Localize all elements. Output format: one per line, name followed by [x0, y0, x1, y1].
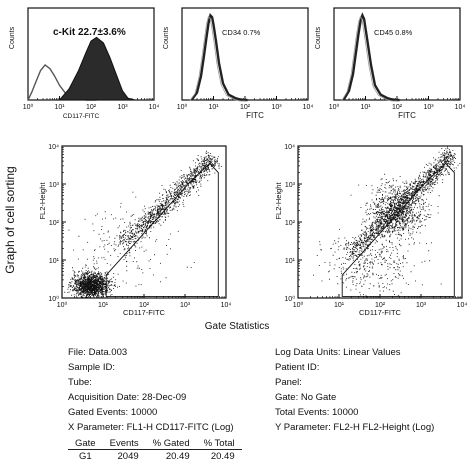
y-tick-label: 10⁴ — [284, 144, 295, 151]
gate-table-cell: 20.49 — [165, 451, 190, 462]
histogram-series-line — [342, 12, 400, 102]
stats-file: File: Data.003 — [68, 347, 128, 358]
y-tick-label: 10² — [49, 220, 60, 227]
x-tick-label: 10⁴ — [303, 104, 314, 111]
histogram-overlay-line — [189, 15, 246, 102]
gate-region — [341, 162, 455, 297]
x-tick-label: 10² — [392, 104, 403, 111]
gate-stats-title: Gate Statistics — [204, 321, 270, 332]
table-row: G1 2049 20.49 20.49 — [68, 450, 242, 464]
x-tick-label: 10⁴ — [455, 104, 466, 111]
x-axis-label: CD117-FITC — [359, 308, 402, 317]
y-axis-label: Counts — [9, 26, 16, 49]
x-tick-label: 10³ — [423, 104, 434, 111]
x-tick-label: 10³ — [180, 302, 191, 309]
gate-label: R1 — [156, 208, 167, 217]
x-tick-label: 10¹ — [208, 104, 219, 111]
x-tick-label: 10⁰ — [23, 103, 34, 111]
gate-table-cell: G1 — [78, 451, 92, 462]
figure-label: Graph of cell sorting — [3, 166, 17, 273]
x-tick-label: 10¹ — [98, 302, 109, 309]
stats-tube: Tube: — [68, 377, 92, 388]
x-tick-label: 10⁴ — [221, 302, 232, 309]
histogram-filled-series — [58, 36, 136, 101]
y-axis-label: Counts — [315, 26, 322, 49]
gate-table-header: Events — [102, 438, 146, 450]
stats-y-parameter: Y Parameter: FL2-H FL2-Height (Log) — [275, 422, 435, 433]
gate-table-cell: 2049 — [117, 451, 139, 462]
x-tick-label: 10¹ — [334, 302, 345, 309]
y-tick-label: 10¹ — [49, 258, 60, 265]
x-tick-label: 10² — [240, 104, 251, 111]
y-tick-label: 10³ — [49, 182, 60, 189]
x-tick-label: 10⁰ — [293, 301, 304, 309]
plot-frame — [181, 7, 309, 101]
x-tick-label: 10⁰ — [177, 103, 188, 111]
histogram-title: c-Kit 22.7±3.6% — [53, 27, 126, 38]
y-axis-label: Counts — [163, 26, 170, 49]
gate-region — [105, 162, 219, 297]
stats-panel: Panel: — [275, 377, 302, 388]
x-axis-label: CD117-FITC — [63, 113, 100, 120]
gate-table-cell: 20.49 — [210, 451, 235, 462]
stats-gated-events: Gated Events: 10000 — [68, 407, 158, 418]
x-tick-label: 10⁴ — [457, 302, 468, 309]
x-tick-label: 10³ — [416, 302, 427, 309]
gate-table-header: Gate — [68, 438, 103, 450]
x-axis-label: FITC — [246, 111, 264, 120]
y-axis-label: FL2-Height — [274, 182, 283, 220]
y-tick-label: 10³ — [285, 182, 296, 189]
x-axis-label: CD117-FITC — [123, 308, 166, 317]
stats-acquisition-date: Acquisition Date: 28-Dec-09 — [68, 392, 187, 403]
x-tick-label: 10² — [375, 302, 386, 309]
gate-table: Gate Events % Gated % Total G1 2049 20.4… — [68, 438, 242, 463]
stats-log-units: Log Data Units: Linear Values — [275, 347, 401, 358]
stats-sample-id: Sample ID: — [68, 362, 115, 373]
y-axis-label: FL2-Height — [38, 182, 47, 220]
histogram-overlay-line — [341, 15, 398, 102]
x-tick-label: 10⁴ — [149, 104, 160, 111]
x-tick-label: 10³ — [271, 104, 282, 111]
gate-table-header: % Total — [196, 438, 242, 450]
x-tick-label: 10⁰ — [329, 103, 340, 111]
y-tick-label: 10¹ — [285, 258, 296, 265]
x-tick-label: 10² — [86, 104, 97, 111]
plot-frame — [333, 7, 461, 101]
gate-stats-right: Log Data Units: Linear Values Patient ID… — [275, 345, 434, 435]
scatter-points — [313, 146, 461, 299]
y-tick-label: 10² — [285, 220, 296, 227]
x-tick-label: 10¹ — [360, 104, 371, 111]
histogram-panel: 10⁰ 10¹ 10² 10³ 10⁴ CD34 0.7% FITC Counts — [163, 7, 314, 120]
histogram-title: CD34 0.7% — [222, 28, 261, 37]
y-tick-label: 10⁰ — [48, 295, 59, 303]
stats-total-events: Total Events: 10000 — [275, 407, 359, 418]
histogram-title: CD45 0.8% — [374, 28, 413, 37]
stats-patient-id: Patient ID: — [275, 362, 320, 373]
x-tick-label: 10¹ — [54, 104, 65, 111]
stats-gate: Gate: No Gate — [275, 392, 337, 403]
histogram-series-line — [190, 12, 248, 102]
gate-stats-left: File: Data.003 Sample ID: Tube: Acquisit… — [68, 345, 234, 435]
x-axis-label: FITC — [398, 111, 416, 120]
stats-x-parameter: X Parameter: FL1-H CD117-FITC (Log) — [68, 422, 234, 433]
x-tick-label: 10³ — [117, 104, 128, 111]
y-tick-label: 10⁴ — [48, 144, 59, 151]
y-tick-label: 10⁰ — [284, 295, 295, 303]
x-tick-label: 10² — [139, 302, 150, 309]
histogram-panel: 10⁰ 10¹ 10² 10³ 10⁴ c-Kit 22.7±3.6% CD117-FITC… — [9, 7, 160, 120]
gate-table-header: % Gated — [145, 438, 197, 450]
scatter-points — [62, 150, 223, 299]
histogram-panel: 10⁰ 10¹ 10² 10³ 10⁴ CD45 0.8% FITC Counts — [315, 7, 466, 120]
x-tick-label: 10⁰ — [57, 301, 68, 309]
